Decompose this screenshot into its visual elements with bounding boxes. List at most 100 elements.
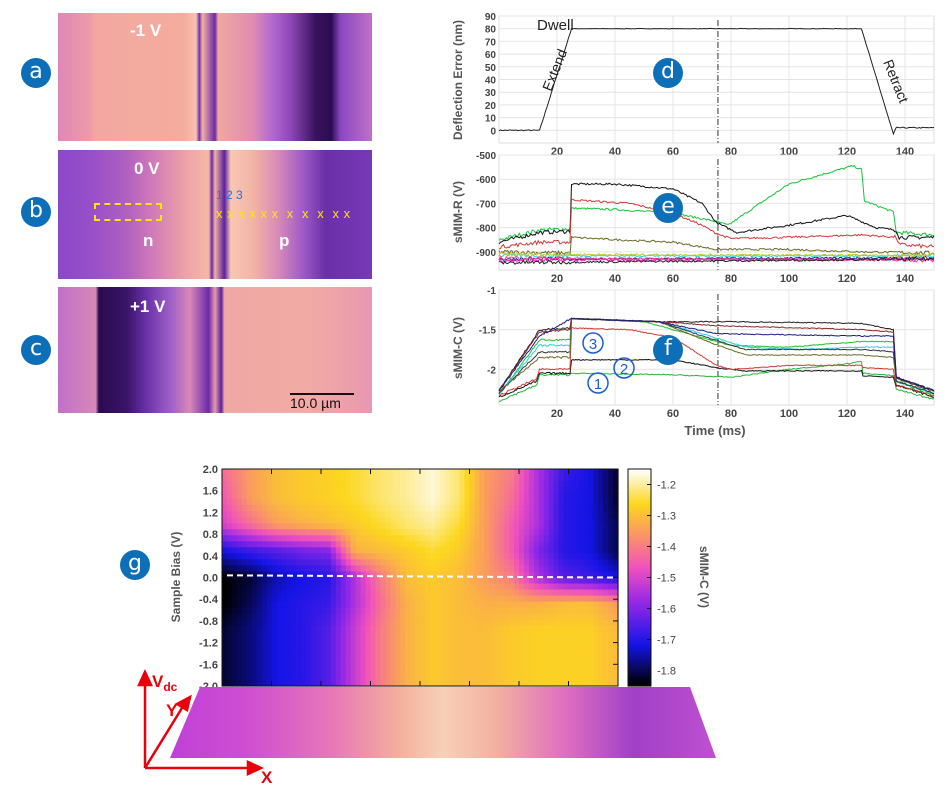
heatmap-cell — [494, 655, 500, 663]
heatmap-cell — [608, 667, 614, 675]
heatmap-cell — [420, 571, 426, 579]
colorbar-segment — [628, 607, 651, 611]
heatmap-cell — [484, 589, 490, 597]
heatmap-cell — [226, 577, 233, 585]
heatmap-cell — [375, 601, 381, 609]
heatmap-cell — [548, 583, 555, 591]
heatmap-cell — [276, 595, 282, 603]
heatmap-cell — [316, 655, 322, 663]
heatmap-cell — [261, 613, 268, 621]
heatmap-cell — [454, 517, 461, 524]
y-axis-title-g: Sample Bias (V) — [169, 532, 183, 623]
heatmap-cell — [543, 601, 550, 609]
heatmap-cell — [568, 541, 575, 548]
y-tick-label: 40 — [485, 76, 497, 87]
heatmap-cell — [222, 535, 228, 542]
heatmap-cell — [533, 547, 540, 554]
heatmap-cell — [504, 541, 510, 548]
heatmap-cell — [573, 667, 579, 675]
x-tick-label: 40 — [609, 273, 621, 285]
heatmap-cell — [464, 637, 471, 645]
heatmap-cell — [509, 535, 515, 542]
heatmap-cell — [424, 493, 431, 500]
colorbar-segment — [628, 642, 651, 646]
heatmap-cell — [296, 649, 302, 657]
heatmap-cell — [563, 487, 570, 494]
bias-label-a: -1 V — [130, 21, 162, 40]
heatmap-cell — [499, 649, 505, 657]
heatmap-cell — [390, 529, 396, 536]
heatmap-cell — [296, 511, 302, 518]
heatmap-cell — [281, 511, 287, 518]
heatmap-cell — [588, 493, 594, 500]
heatmap-cell — [251, 505, 258, 512]
heatmap-cell — [222, 625, 228, 633]
heatmap-cell — [444, 511, 451, 518]
heatmap-cell — [226, 475, 233, 482]
heatmap-cell — [603, 517, 609, 524]
heatmap-cell — [335, 661, 342, 669]
heatmap-cell — [420, 679, 426, 687]
heatmap-cell — [296, 643, 302, 651]
heatmap-cell — [528, 517, 535, 524]
heatmap-cell — [256, 595, 263, 603]
heatmap-cell — [241, 607, 248, 615]
heatmap-cell — [553, 565, 560, 573]
heatmap-cell — [558, 643, 565, 651]
heatmap-cell — [330, 589, 337, 597]
heatmap-cell — [222, 553, 228, 561]
heatmap-cell — [474, 535, 480, 542]
heatmap-cell — [375, 661, 381, 669]
heatmap-cell — [479, 649, 485, 657]
heatmap-cell — [345, 619, 352, 627]
heatmap-cell — [261, 469, 268, 476]
heatmap-cell — [519, 541, 525, 548]
heatmap-cell — [434, 655, 441, 663]
heatmap-cell — [301, 499, 307, 506]
heatmap-cell — [454, 535, 461, 542]
heatmap-cell — [484, 643, 490, 651]
heatmap-cell — [271, 535, 278, 542]
heatmap-cell — [528, 613, 535, 621]
heatmap-cell — [439, 625, 446, 633]
heatmap-cell — [439, 565, 446, 573]
y-tick-label: -600 — [476, 175, 496, 186]
colorbar-segment — [628, 540, 651, 544]
heatmap-cell — [424, 661, 431, 669]
heatmap-cell — [385, 535, 391, 542]
heatmap-cell — [286, 535, 292, 542]
colorbar-tick-label: -1.8 — [657, 666, 676, 678]
heatmap-cell — [548, 505, 555, 512]
heatmap-cell — [271, 469, 278, 476]
heatmap-cell — [424, 529, 431, 536]
heatmap-cell — [553, 625, 560, 633]
heatmap-cell — [395, 541, 401, 548]
heatmap-cell — [514, 493, 520, 500]
heatmap-cell — [444, 631, 451, 639]
heatmap-cell — [533, 577, 540, 585]
heatmap-cell — [429, 649, 436, 657]
heatmap-cell — [345, 481, 352, 488]
heatmap-cell — [523, 577, 530, 585]
heatmap-cell — [583, 661, 589, 669]
heatmap-cell — [395, 583, 401, 591]
heatmap-cell — [553, 589, 560, 597]
heatmap-cell — [429, 595, 436, 603]
heatmap-cell — [469, 637, 476, 645]
heatmap-cell — [316, 631, 322, 639]
heatmap-cell — [484, 487, 490, 494]
heatmap-cell — [266, 607, 273, 615]
heatmap-cell — [266, 559, 273, 567]
heatmap-cell — [385, 595, 391, 603]
heatmap-cell — [350, 493, 357, 500]
heatmap-cell — [449, 541, 456, 548]
heatmap-cell — [504, 499, 510, 506]
heatmap-cell — [474, 625, 480, 633]
heatmap-cell — [444, 583, 451, 591]
heatmap-cell — [504, 667, 510, 675]
heatmap-cell — [256, 619, 263, 627]
heatmap-cell — [325, 631, 332, 639]
heatmap-cell — [301, 493, 307, 500]
colorbar-segment — [628, 623, 651, 626]
heatmap-cell — [563, 517, 570, 524]
